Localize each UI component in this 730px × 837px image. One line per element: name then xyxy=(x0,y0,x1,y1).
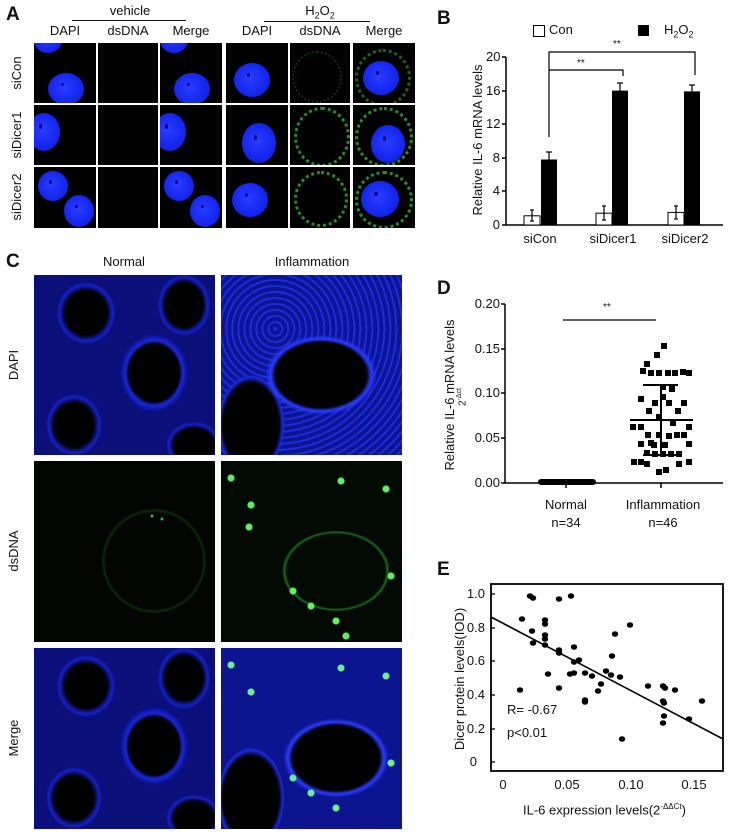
x-tick-e-015: 0.15 xyxy=(681,777,707,792)
x-tick-e-0: 0 xyxy=(499,777,507,792)
group-divider-h2o2 xyxy=(264,21,370,22)
n-inflammation: n=46 xyxy=(648,515,678,530)
x-cat-d-normal: Normal xyxy=(545,497,587,512)
y-tick-d-010: 0.10 xyxy=(474,385,500,400)
group-header-h2o2: H2O2 xyxy=(305,3,335,21)
image-sidicer2-vehicle-dsdna xyxy=(98,167,158,228)
y-tick-d-020: 0.20 xyxy=(474,296,500,311)
legend-label-con: Con xyxy=(549,22,573,37)
image-sicon-h2o2-dsdna xyxy=(290,43,350,103)
x-tick-e-010: 0.10 xyxy=(618,777,644,792)
image-normal-dapi xyxy=(34,275,215,455)
image-sidicer2-vehicle-merge xyxy=(160,167,222,228)
y-tick-b-12: 12 xyxy=(486,116,501,131)
significance-b-1: ** xyxy=(577,58,585,69)
y-tick-e-1: 1.0 xyxy=(466,586,485,601)
column-header-merge-h2o2: Merge xyxy=(365,23,403,38)
column-header-normal: Normal xyxy=(103,254,145,269)
column-header-dsdna-h2o2: dsDNA xyxy=(299,23,341,38)
y-tick-d-005: 0.05 xyxy=(474,430,500,445)
x-tick-e-005: 0.05 xyxy=(554,777,580,792)
y-tick-e-04: 0.4 xyxy=(466,687,485,702)
image-sidicer2-h2o2-merge xyxy=(353,167,415,228)
y-tick-e-0: 0 xyxy=(469,754,477,769)
image-sidicer2-vehicle-dapi xyxy=(34,167,96,228)
x-axis-label-e: IL-6 expression levels(2-ΔΔCt) xyxy=(523,802,686,818)
image-sicon-h2o2-dapi xyxy=(226,43,288,103)
panel-label-a: A xyxy=(6,4,20,25)
y-tick-d-000: 0.00 xyxy=(474,475,500,490)
x-cat-b-sidicer2: siDicer2 xyxy=(661,231,709,246)
column-header-inflammation: Inflammation xyxy=(274,254,350,269)
image-normal-dsdna xyxy=(34,461,215,642)
y-tick-b-0: 0 xyxy=(492,217,500,232)
image-sidicer1-h2o2-dapi xyxy=(226,105,288,165)
image-sicon-vehicle-dapi xyxy=(34,43,96,103)
y-tick-e-06: 0.6 xyxy=(466,653,485,668)
y-tick-e-02: 0.2 xyxy=(466,721,485,736)
panel-label-b: B xyxy=(437,8,451,29)
column-header-merge-vehicle: Merge xyxy=(172,23,210,38)
y-tick-e-08: 0.8 xyxy=(466,620,485,635)
group-header-vehicle: vehicle xyxy=(109,3,151,18)
chart-b-svg xyxy=(502,51,723,226)
image-sidicer1-vehicle-merge xyxy=(160,105,222,165)
legend-swatch-con xyxy=(533,25,545,37)
column-header-dsdna-vehicle: dsDNA xyxy=(107,23,149,38)
group-divider-vehicle xyxy=(72,20,186,21)
image-sidicer1-vehicle-dapi xyxy=(34,105,96,165)
annotation-p: p<0.01 xyxy=(507,725,548,740)
legend-label-h2o2: H2O2 xyxy=(664,22,694,40)
image-inflammation-merge xyxy=(221,648,402,829)
image-normal-merge xyxy=(34,648,215,829)
panel-label-c: C xyxy=(6,251,20,272)
legend-swatch-h2o2 xyxy=(638,25,649,36)
image-sicon-vehicle-merge xyxy=(160,43,222,103)
significance-d: ** xyxy=(603,302,611,313)
image-sidicer1-h2o2-merge xyxy=(353,105,415,165)
y-tick-b-16: 16 xyxy=(486,83,501,98)
annotation-r: R= -0.67 xyxy=(507,702,558,717)
chart-d-svg xyxy=(501,303,723,488)
column-header-dapi-vehicle: DAPI xyxy=(49,23,81,38)
image-inflammation-dsdna xyxy=(221,461,402,642)
y-tick-b-20: 20 xyxy=(486,49,501,64)
panel-label-e: E xyxy=(437,559,450,580)
image-sidicer1-h2o2-dsdna xyxy=(290,105,350,165)
y-tick-b-4: 4 xyxy=(492,183,500,198)
image-sicon-vehicle-dsdna xyxy=(98,43,158,103)
x-cat-b-sicon: siCon xyxy=(523,231,557,246)
image-sidicer2-h2o2-dsdna xyxy=(290,167,350,228)
n-normal: n=34 xyxy=(551,515,581,530)
image-inflammation-dapi xyxy=(221,275,402,455)
image-sidicer1-vehicle-dsdna xyxy=(98,105,158,165)
y-tick-b-8: 8 xyxy=(492,150,500,165)
panel-label-d: D xyxy=(437,278,451,299)
x-cat-d-inflammation: Inflammation xyxy=(625,497,701,512)
x-cat-b-sidicer1: siDicer1 xyxy=(589,231,637,246)
image-sicon-h2o2-merge xyxy=(353,43,415,103)
significance-b-2: ** xyxy=(613,39,621,50)
image-sidicer2-h2o2-dapi xyxy=(226,167,288,228)
column-header-dapi-h2o2: DAPI xyxy=(241,23,273,38)
y-tick-d-015: 0.15 xyxy=(474,341,500,356)
